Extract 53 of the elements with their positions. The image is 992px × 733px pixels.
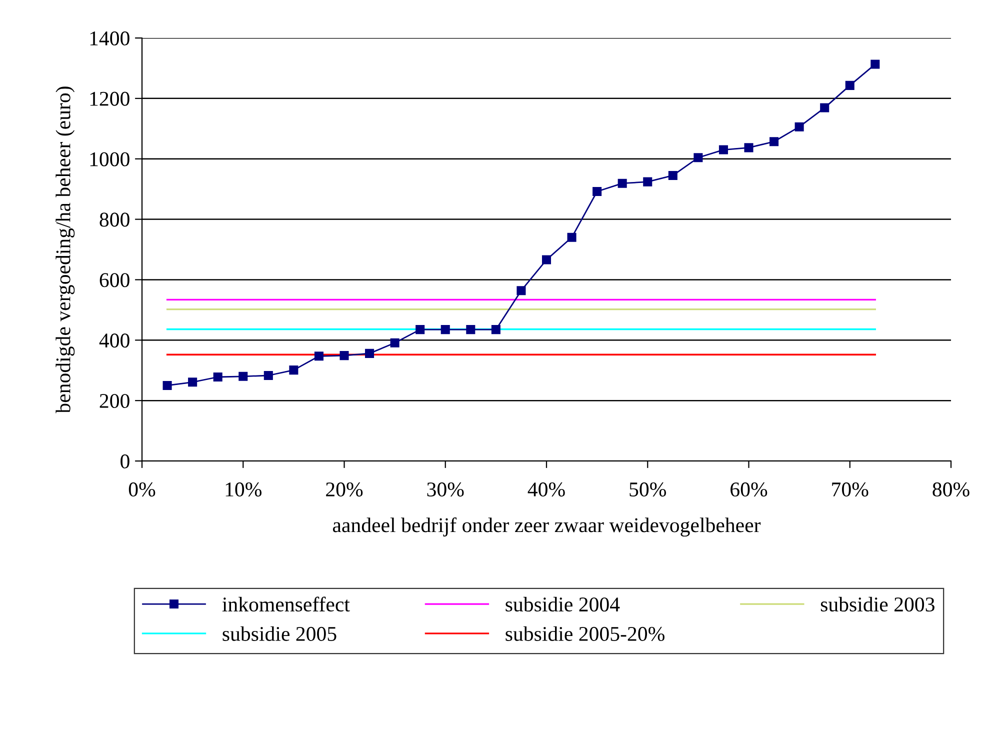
- point: [870, 60, 880, 69]
- point: [770, 137, 779, 146]
- x-tick-label: 20%: [326, 482, 363, 497]
- y-tick-label: 1000: [90, 152, 130, 166]
- point: [238, 372, 248, 381]
- point: [314, 352, 324, 361]
- y-tick-label: 0: [120, 454, 130, 468]
- point: [794, 122, 804, 132]
- point: [188, 378, 198, 387]
- point: [542, 255, 552, 264]
- point: [466, 325, 476, 334]
- point: [416, 325, 425, 334]
- point: [567, 232, 576, 242]
- legend-label: subsidie 2005-20%: [506, 626, 664, 642]
- point: [845, 80, 854, 90]
- point: [340, 351, 349, 360]
- x-tick-label: 10%: [226, 482, 262, 497]
- x-tick-label: 40%: [528, 482, 565, 497]
- x-tick-label: 70%: [832, 482, 868, 497]
- y-axis-title: benodigde vergoeding/ha beheer (euro): [56, 86, 75, 414]
- point: [491, 325, 500, 334]
- x-tick-label: 50%: [630, 482, 666, 497]
- y-tick-label: 400: [99, 334, 130, 348]
- point: [213, 372, 222, 382]
- y-tick-label: 1200: [90, 92, 130, 106]
- y-tick-label: 200: [100, 394, 130, 408]
- x-tick-label: 80%: [932, 482, 970, 497]
- x-axis-title: aandeel bedrijf onder zeer zwaar weidevogelbeheer: [332, 517, 761, 537]
- point: [592, 186, 602, 196]
- y-tick-label: 800: [100, 212, 130, 227]
- point: [718, 145, 728, 154]
- y-tick-label: 1400: [90, 31, 130, 46]
- point: [516, 286, 526, 296]
- point: [820, 103, 830, 112]
- x-tick-label: 60%: [730, 482, 768, 497]
- legend-label: inkomenseffect: [222, 596, 350, 612]
- point: [643, 177, 652, 186]
- point: [365, 348, 374, 358]
- point: [162, 380, 172, 390]
- point: [390, 338, 400, 348]
- legend-label: subsidie 2003: [820, 596, 934, 612]
- point: [668, 170, 678, 180]
- point: [289, 366, 298, 375]
- point: [744, 143, 754, 152]
- point: [618, 178, 627, 188]
- x-tick-label: 30%: [427, 482, 464, 497]
- point: [264, 370, 273, 380]
- x-tick-label: 0%: [128, 482, 156, 497]
- point: [440, 325, 450, 334]
- legend-label: subsidie 2005: [222, 626, 336, 641]
- point: [694, 153, 703, 162]
- y-tick-label: 600: [100, 273, 130, 288]
- legend-label: subsidie 2004: [506, 596, 620, 612]
